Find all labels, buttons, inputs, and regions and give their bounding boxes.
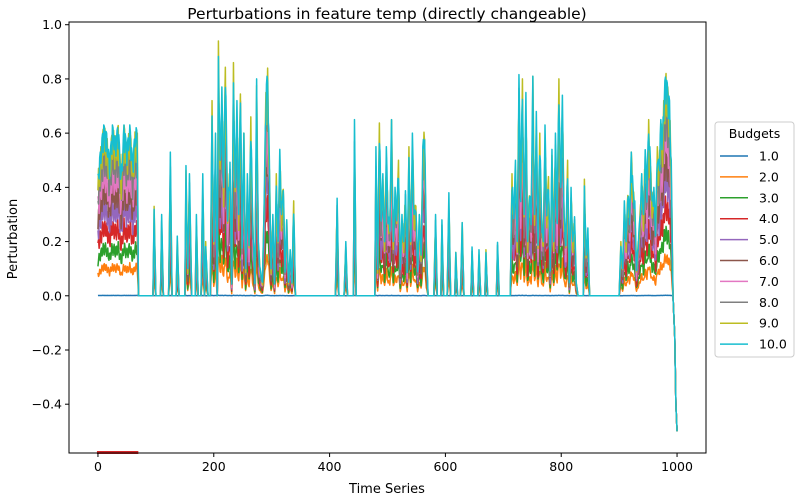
y-tick-label: 0.2 xyxy=(42,234,62,249)
legend-label: 1.0 xyxy=(759,149,779,164)
y-axis: −0.4 −0.2 0.0 0.2 0.4 0.6 0.8 1.0 xyxy=(32,17,69,412)
x-tick-label: 1000 xyxy=(661,459,693,474)
legend-label: 2.0 xyxy=(759,169,779,184)
legend-label: 8.0 xyxy=(759,295,779,310)
x-tick-label: 400 xyxy=(318,459,342,474)
y-tick-label: 1.0 xyxy=(42,17,62,32)
x-tick-label: 600 xyxy=(433,459,457,474)
legend-label: 9.0 xyxy=(759,316,779,331)
legend-label: 3.0 xyxy=(759,190,779,205)
y-tick-label: −0.2 xyxy=(32,342,62,357)
x-tick-label: 200 xyxy=(202,459,226,474)
chart-title: Perturbations in feature temp (directly … xyxy=(187,5,586,23)
x-tick-label: 0 xyxy=(94,459,102,474)
y-axis-label: Perturbation xyxy=(6,199,21,280)
y-tick-label: −0.4 xyxy=(32,397,62,412)
y-tick-label: 0.0 xyxy=(42,288,62,303)
legend-box xyxy=(714,121,795,358)
legend-label: 4.0 xyxy=(759,211,779,226)
plot-frame xyxy=(68,21,707,454)
x-axis: 0 200 400 600 800 1000 xyxy=(94,453,693,474)
y-tick-label: 0.4 xyxy=(42,180,62,195)
x-axis-label: Time Series xyxy=(348,482,425,497)
legend-label: 10.0 xyxy=(759,337,787,352)
legend-title: Budgets xyxy=(729,126,780,141)
y-tick-label: 0.6 xyxy=(42,126,62,141)
legend: Budgets 1.0 2.0 3.0 4.0 5.0 6.0 7.0 8.0 9.0 10.0 xyxy=(714,121,795,358)
series-lines xyxy=(97,40,678,432)
y-tick-label: 0.8 xyxy=(42,71,62,86)
series-line-10-0 xyxy=(97,55,678,432)
legend-label: 6.0 xyxy=(759,253,779,268)
legend-label: 5.0 xyxy=(759,232,779,247)
legend-label: 7.0 xyxy=(759,274,779,289)
x-tick-label: 800 xyxy=(549,459,573,474)
